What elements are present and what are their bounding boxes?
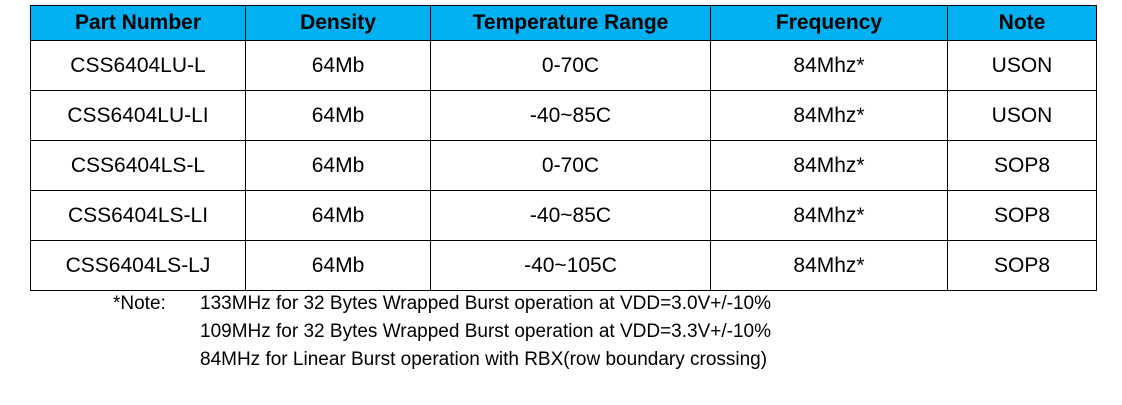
header-row: Part Number Density Temperature Range Frequ… — [30, 5, 1097, 41]
table-cell: SOP8 — [947, 190, 1097, 241]
table-cell: CSS6404LS-LJ — [30, 240, 246, 291]
column-header: Density — [245, 5, 431, 41]
note-line: 109MHz for 32 Bytes Wrapped Burst operat… — [200, 321, 772, 342]
table-row: CSS6404LU-LI 64Mb -40~85C 84Mhz* USON — [30, 90, 1097, 141]
part-table: Part Number Density Temperature Range Frequ… — [30, 5, 1097, 291]
table-cell: 64Mb — [245, 90, 431, 141]
note-lines: 133MHz for 32 Bytes Wrapped Burst operat… — [200, 290, 771, 374]
table-row: CSS6404LS-LI 64Mb -40~85C 84Mhz* SOP8 — [30, 190, 1097, 241]
column-header: Note — [947, 5, 1097, 41]
table-cell: -40~85C — [430, 190, 711, 241]
table-cell: 64Mb — [245, 40, 431, 91]
table-cell: USON — [947, 40, 1097, 91]
table-cell: 64Mb — [245, 240, 431, 291]
table-cell: CSS6404LS-L — [30, 140, 246, 191]
note-label: *Note: — [113, 293, 166, 314]
table-cell: 84Mhz* — [710, 140, 948, 191]
table-cell: -40~85C — [430, 90, 711, 141]
note-line: 84MHz for Linear Burst operation with RB… — [200, 349, 768, 370]
table-cell: -40~105C — [430, 240, 711, 291]
table-cell: CSS6404LU-L — [30, 40, 246, 91]
table-cell: SOP8 — [947, 240, 1097, 291]
column-header: Frequency — [710, 5, 948, 41]
table-row: CSS6404LS-L 64Mb 0-70C 84Mhz* SOP8 — [30, 140, 1097, 191]
table-cell: 64Mb — [245, 190, 431, 241]
table-cell: 84Mhz* — [710, 90, 948, 141]
table-cell: CSS6404LU-LI — [30, 90, 246, 141]
table-cell: 84Mhz* — [710, 190, 948, 241]
table-cell: SOP8 — [947, 140, 1097, 191]
table-cell: 84Mhz* — [710, 40, 948, 91]
table-cell: 0-70C — [430, 140, 711, 191]
table-cell: USON — [947, 90, 1097, 141]
table-row: CSS6404LS-LJ 64Mb -40~105C 84Mhz* SOP8 — [30, 240, 1097, 291]
table-row: CSS6404LU-L 64Mb 0-70C 84Mhz* USON — [30, 40, 1097, 91]
table-cell: 84Mhz* — [710, 240, 948, 291]
table-cell: 64Mb — [245, 140, 431, 191]
table-body: CSS6404LU-L 64Mb 0-70C 84Mhz* USON CSS6404LU-… — [30, 40, 1097, 291]
column-header: Part Number — [30, 5, 246, 41]
note-line: 133MHz for 32 Bytes Wrapped Burst operat… — [200, 293, 772, 314]
table-cell: CSS6404LS-LI — [30, 190, 246, 241]
column-header: Temperature Range — [430, 5, 711, 41]
table-cell: 0-70C — [430, 40, 711, 91]
